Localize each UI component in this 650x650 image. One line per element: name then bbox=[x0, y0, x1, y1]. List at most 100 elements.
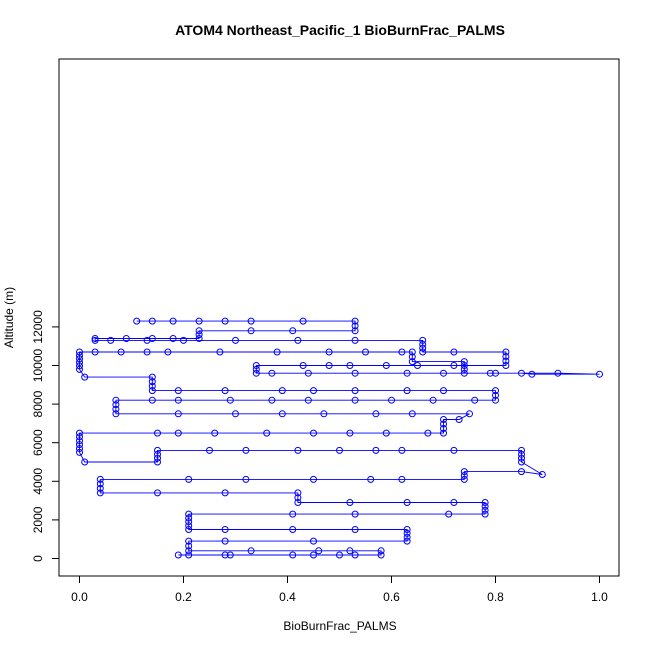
data-point bbox=[112, 396, 120, 404]
data-point bbox=[336, 551, 343, 559]
x-tick-label: 1.0 bbox=[591, 590, 608, 604]
data-point bbox=[148, 396, 156, 404]
data-point bbox=[112, 410, 120, 418]
data-point bbox=[174, 429, 182, 437]
data-point bbox=[518, 450, 525, 458]
x-tick-label: 0.6 bbox=[383, 590, 400, 604]
data-point bbox=[486, 369, 494, 377]
data-point bbox=[492, 387, 499, 395]
data-point bbox=[440, 429, 447, 437]
data-point bbox=[502, 353, 510, 360]
data-point bbox=[133, 317, 141, 325]
data-point bbox=[278, 410, 286, 418]
data-point bbox=[398, 475, 406, 483]
data-point bbox=[180, 336, 187, 344]
data-point bbox=[310, 551, 317, 559]
data-point bbox=[351, 369, 359, 377]
data-point bbox=[408, 353, 416, 361]
data-point bbox=[112, 405, 120, 413]
data-point bbox=[76, 358, 83, 366]
y-tick-label: 2000 bbox=[31, 506, 45, 533]
data-point bbox=[148, 373, 156, 381]
data-point bbox=[346, 499, 354, 506]
data-point bbox=[440, 387, 447, 395]
data-point bbox=[538, 471, 546, 478]
data-point bbox=[148, 317, 156, 325]
data-point bbox=[460, 468, 468, 476]
data-point bbox=[382, 362, 390, 369]
data-point bbox=[185, 475, 193, 483]
data-point bbox=[299, 317, 307, 325]
data-point bbox=[351, 526, 359, 533]
data-point bbox=[221, 387, 229, 395]
data-point bbox=[174, 396, 182, 404]
data-point bbox=[185, 522, 193, 530]
data-point bbox=[232, 336, 239, 344]
data-point bbox=[304, 396, 312, 404]
data-point bbox=[289, 510, 297, 518]
data-point bbox=[460, 472, 468, 479]
data-point bbox=[492, 391, 499, 399]
data-point bbox=[174, 410, 182, 418]
data-point bbox=[310, 475, 317, 483]
data-point bbox=[382, 429, 390, 437]
data-point bbox=[310, 537, 317, 545]
data-point bbox=[403, 533, 411, 541]
data-point bbox=[148, 378, 156, 386]
data-point bbox=[481, 506, 489, 514]
data-point bbox=[450, 348, 458, 356]
data-point bbox=[440, 425, 447, 432]
data-point bbox=[403, 537, 411, 545]
data-point bbox=[96, 489, 104, 497]
data-point bbox=[346, 547, 354, 555]
data-point bbox=[242, 475, 250, 483]
data-point bbox=[185, 510, 193, 518]
data-point bbox=[419, 344, 427, 352]
data-point bbox=[481, 510, 489, 518]
data-point bbox=[377, 551, 385, 559]
data-point bbox=[554, 369, 562, 377]
data-point bbox=[445, 510, 453, 518]
data-point bbox=[289, 327, 297, 335]
data-point bbox=[211, 429, 219, 437]
data-point bbox=[154, 458, 161, 466]
data-point bbox=[460, 365, 468, 373]
data-point bbox=[429, 396, 437, 404]
data-point bbox=[242, 446, 250, 454]
series-line bbox=[79, 320, 600, 556]
data-point bbox=[320, 410, 328, 418]
data-point bbox=[372, 410, 380, 418]
data-point bbox=[518, 458, 525, 466]
data-point bbox=[174, 551, 182, 559]
x-axis-title: BioBurnFrac_PALMS bbox=[283, 619, 396, 633]
data-point bbox=[185, 547, 193, 555]
data-point bbox=[143, 348, 151, 356]
data-point bbox=[81, 373, 89, 381]
data-point bbox=[351, 510, 359, 518]
data-point bbox=[273, 348, 281, 356]
data-point bbox=[315, 547, 323, 555]
x-tick-label: 0.0 bbox=[71, 590, 88, 604]
data-point bbox=[362, 348, 369, 356]
data-point bbox=[268, 396, 276, 404]
data-point bbox=[440, 369, 447, 377]
data-point bbox=[96, 480, 104, 488]
data-point bbox=[403, 369, 411, 377]
data-point bbox=[460, 362, 468, 369]
data-point bbox=[518, 369, 525, 377]
data-point bbox=[164, 348, 172, 356]
series-points bbox=[76, 317, 603, 559]
data-point bbox=[403, 529, 411, 537]
data-point bbox=[398, 446, 406, 454]
data-point bbox=[252, 365, 260, 373]
data-point bbox=[263, 429, 271, 437]
data-point bbox=[154, 489, 161, 497]
data-point bbox=[289, 526, 297, 533]
data-point bbox=[96, 484, 104, 492]
data-point bbox=[403, 499, 411, 506]
data-point bbox=[294, 336, 302, 344]
data-point bbox=[221, 537, 229, 545]
data-point bbox=[112, 401, 120, 409]
